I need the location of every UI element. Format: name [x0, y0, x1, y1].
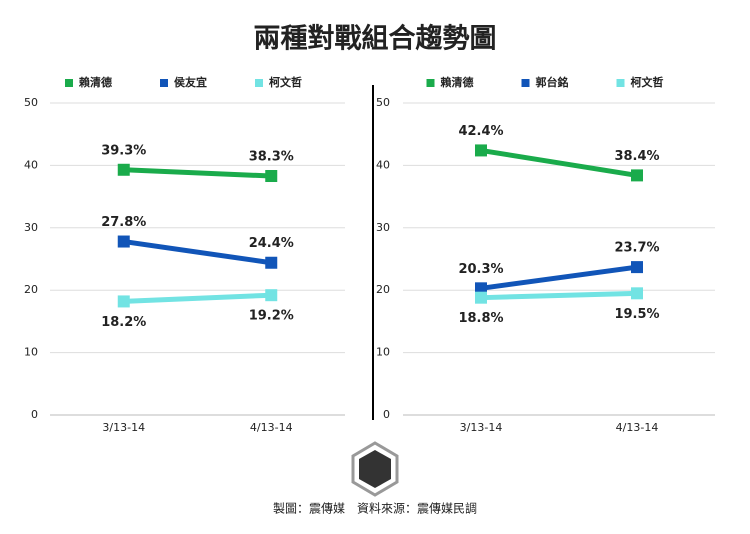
point	[265, 256, 278, 269]
data-label: 38.3%	[249, 150, 294, 165]
legend-label: 郭台銘	[536, 75, 569, 89]
point	[265, 289, 278, 302]
data-label: 39.3%	[101, 143, 146, 158]
data-label: 24.4%	[249, 236, 294, 251]
series-line	[123, 167, 272, 179]
data-label: 23.7%	[614, 241, 659, 256]
point	[631, 169, 643, 182]
point	[475, 282, 487, 295]
series-line	[480, 264, 638, 291]
data-label: 42.4%	[458, 124, 503, 139]
data-label: 19.5%	[614, 307, 659, 322]
x-tick-label: 4/13-14	[616, 421, 659, 434]
series-line	[480, 147, 638, 178]
point	[265, 170, 278, 183]
y-tick-label: 40	[376, 158, 390, 171]
y-tick-label: 40	[24, 158, 38, 171]
x-tick-label: 3/13-14	[102, 421, 145, 434]
data-label: 18.2%	[101, 315, 146, 330]
point	[631, 287, 643, 300]
legend-swatch	[616, 79, 625, 87]
legend-swatch	[65, 79, 73, 87]
point	[117, 163, 130, 176]
data-label: 19.2%	[249, 309, 294, 324]
y-tick-label: 0	[31, 408, 38, 421]
y-tick-label: 30	[376, 221, 390, 234]
y-tick-label: 20	[376, 283, 390, 296]
legend-swatch	[521, 79, 530, 87]
y-tick-label: 10	[376, 346, 390, 359]
y-tick-label: 30	[24, 221, 38, 234]
legend-label: 侯友宜	[174, 75, 207, 89]
y-tick-label: 0	[383, 408, 390, 421]
logo	[351, 441, 399, 497]
point	[117, 295, 130, 308]
point	[475, 144, 487, 157]
page-title: 兩種對戰組合趨勢圖	[254, 23, 497, 55]
data-label: 27.8%	[101, 215, 146, 230]
data-label: 18.8%	[458, 311, 503, 326]
y-tick-label: 50	[376, 96, 390, 109]
legend-label: 賴清德	[78, 75, 112, 89]
point	[631, 261, 643, 274]
legend-label: 賴清德	[440, 75, 474, 89]
point	[117, 235, 130, 248]
series-line	[123, 239, 272, 266]
y-tick-label: 10	[24, 346, 38, 359]
y-tick-label: 50	[24, 96, 38, 109]
point	[475, 291, 487, 304]
legend-swatch	[255, 79, 263, 87]
series-line	[123, 292, 272, 304]
data-label: 20.3%	[458, 262, 503, 277]
x-tick-label: 3/13-14	[460, 421, 503, 434]
x-tick-label: 4/13-14	[250, 421, 293, 434]
legend-label: 柯文哲	[631, 75, 664, 89]
data-label: 38.4%	[614, 149, 659, 164]
footer: 製圖：震傳媒 資料來源：震傳媒民調	[273, 502, 477, 516]
series-line	[480, 290, 638, 301]
y-tick-label: 20	[24, 283, 38, 296]
legend-swatch	[426, 79, 435, 87]
legend-swatch	[160, 79, 168, 87]
legend-label: 柯文哲	[269, 75, 302, 89]
